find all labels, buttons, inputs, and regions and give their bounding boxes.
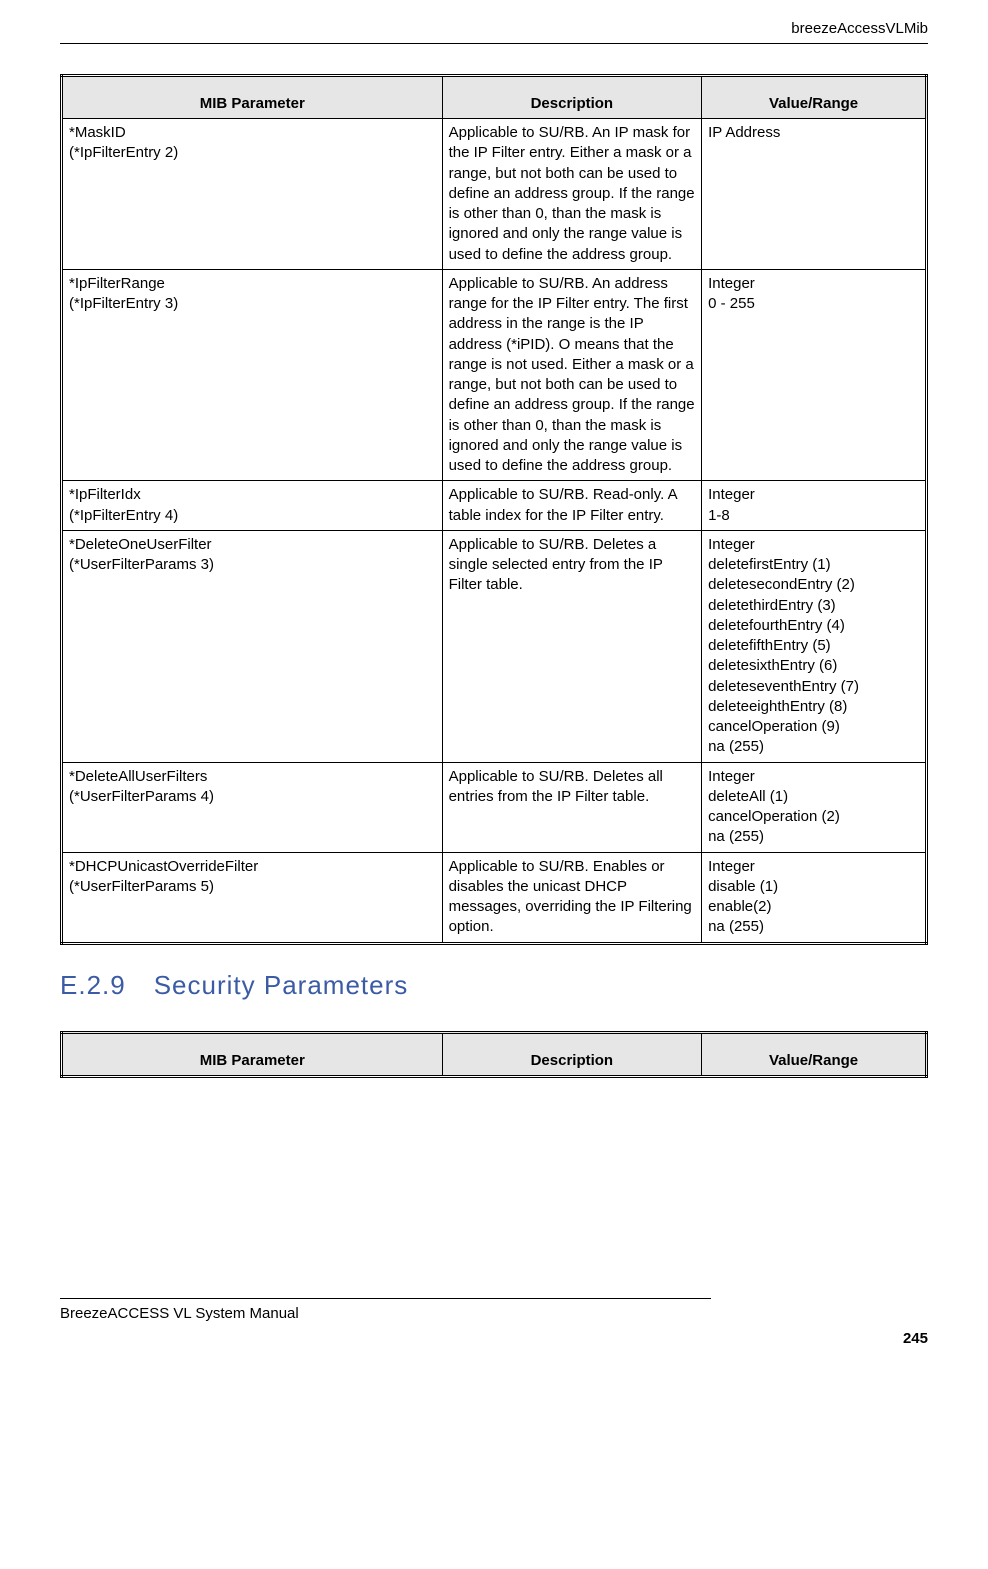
table-header-row: MIB Parameter Description Value/Range [62, 76, 927, 119]
cell-line: (*IpFilterEntry 2) [69, 143, 436, 163]
section-heading: E.2.9 Security Parameters [60, 970, 928, 1001]
cell-val: Integerdisable (1)enable(2)na (255) [702, 852, 927, 943]
col-header-param: MIB Parameter [62, 1032, 443, 1076]
cell-desc: Applicable to SU/RB. An address range fo… [442, 269, 702, 481]
cell-line: (*IpFilterEntry 4) [69, 506, 436, 526]
cell-val: Integer0 - 255 [702, 269, 927, 481]
table-body: *MaskID(*IpFilterEntry 2)Applicable to S… [62, 119, 927, 944]
cell-line: Applicable to SU/RB. Enables or disables… [449, 857, 696, 938]
col-header-val: Value/Range [702, 1032, 927, 1076]
cell-line: IP Address [708, 123, 919, 143]
page-number: 245 [60, 1330, 928, 1347]
footer-rule [60, 1298, 711, 1299]
cell-line: Integer [708, 857, 919, 877]
cell-line: deletefifthEntry (5) [708, 636, 919, 656]
cell-line: deleteAll (1) [708, 787, 919, 807]
header-rule [60, 43, 928, 44]
cell-line: disable (1) [708, 877, 919, 897]
cell-line: Applicable to SU/RB. Read-only. A table … [449, 485, 696, 526]
cell-line: (*UserFilterParams 5) [69, 877, 436, 897]
header-right: breezeAccessVLMib [60, 20, 928, 37]
table-row: *DeleteAllUserFilters(*UserFilterParams … [62, 762, 927, 852]
cell-line: (*IpFilterEntry 3) [69, 294, 436, 314]
col-header-param: MIB Parameter [62, 76, 443, 119]
cell-line: *DeleteAllUserFilters [69, 767, 436, 787]
cell-val: IntegerdeleteAll (1)cancelOperation (2)n… [702, 762, 927, 852]
cell-line: Applicable to SU/RB. An address range fo… [449, 274, 696, 477]
cell-val: IP Address [702, 119, 927, 270]
cell-line: deletefirstEntry (1) [708, 555, 919, 575]
cell-param: *DeleteOneUserFilter(*UserFilterParams 3… [62, 530, 443, 762]
table-header-row: MIB Parameter Description Value/Range [62, 1032, 927, 1076]
cell-line: Integer [708, 274, 919, 294]
cell-line: cancelOperation (2) [708, 807, 919, 827]
cell-line: na (255) [708, 827, 919, 847]
cell-line: deletesixthEntry (6) [708, 656, 919, 676]
cell-line: na (255) [708, 917, 919, 937]
section-number: E.2.9 [60, 970, 126, 1000]
cell-val: IntegerdeletefirstEntry (1)deletesecondE… [702, 530, 927, 762]
table-row: *IpFilterRange(*IpFilterEntry 3)Applicab… [62, 269, 927, 481]
cell-line: deleteseventhEntry (7) [708, 677, 919, 697]
cell-line: *DeleteOneUserFilter [69, 535, 436, 555]
cell-line: Applicable to SU/RB. Deletes all entries… [449, 767, 696, 808]
cell-line: deleteeighthEntry (8) [708, 697, 919, 717]
table-row: *DeleteOneUserFilter(*UserFilterParams 3… [62, 530, 927, 762]
cell-line: Applicable to SU/RB. An IP mask for the … [449, 123, 696, 265]
cell-line: Integer [708, 535, 919, 555]
section-title: Security Parameters [154, 970, 409, 1000]
cell-line: deletefourthEntry (4) [708, 616, 919, 636]
cell-line: Applicable to SU/RB. Deletes a single se… [449, 535, 696, 596]
cell-line: cancelOperation (9) [708, 717, 919, 737]
cell-line: *IpFilterIdx [69, 485, 436, 505]
cell-line: deletesecondEntry (2) [708, 575, 919, 595]
table-row: *IpFilterIdx(*IpFilterEntry 4)Applicable… [62, 481, 927, 531]
mib-table-1: MIB Parameter Description Value/Range *M… [60, 74, 928, 945]
col-header-val: Value/Range [702, 76, 927, 119]
mib-table-2: MIB Parameter Description Value/Range [60, 1031, 928, 1078]
cell-line: Integer [708, 767, 919, 787]
cell-line: 0 - 255 [708, 294, 919, 314]
cell-desc: Applicable to SU/RB. Enables or disables… [442, 852, 702, 943]
cell-param: *DHCPUnicastOverrideFilter(*UserFilterPa… [62, 852, 443, 943]
cell-line: deletethirdEntry (3) [708, 596, 919, 616]
cell-line: 1-8 [708, 506, 919, 526]
cell-line: (*UserFilterParams 3) [69, 555, 436, 575]
cell-param: *DeleteAllUserFilters(*UserFilterParams … [62, 762, 443, 852]
cell-line: *MaskID [69, 123, 436, 143]
cell-param: *IpFilterRange(*IpFilterEntry 3) [62, 269, 443, 481]
footer-left: BreezeACCESS VL System Manual [60, 1305, 928, 1322]
cell-param: *IpFilterIdx(*IpFilterEntry 4) [62, 481, 443, 531]
cell-param: *MaskID(*IpFilterEntry 2) [62, 119, 443, 270]
cell-desc: Applicable to SU/RB. Read-only. A table … [442, 481, 702, 531]
table-row: *MaskID(*IpFilterEntry 2)Applicable to S… [62, 119, 927, 270]
cell-desc: Applicable to SU/RB. Deletes all entries… [442, 762, 702, 852]
cell-line: na (255) [708, 737, 919, 757]
col-header-desc: Description [442, 76, 702, 119]
cell-line: *DHCPUnicastOverrideFilter [69, 857, 436, 877]
cell-desc: Applicable to SU/RB. An IP mask for the … [442, 119, 702, 270]
col-header-desc: Description [442, 1032, 702, 1076]
cell-val: Integer1-8 [702, 481, 927, 531]
cell-line: (*UserFilterParams 4) [69, 787, 436, 807]
table-row: *DHCPUnicastOverrideFilter(*UserFilterPa… [62, 852, 927, 943]
cell-desc: Applicable to SU/RB. Deletes a single se… [442, 530, 702, 762]
cell-line: Integer [708, 485, 919, 505]
cell-line: enable(2) [708, 897, 919, 917]
cell-line: *IpFilterRange [69, 274, 436, 294]
